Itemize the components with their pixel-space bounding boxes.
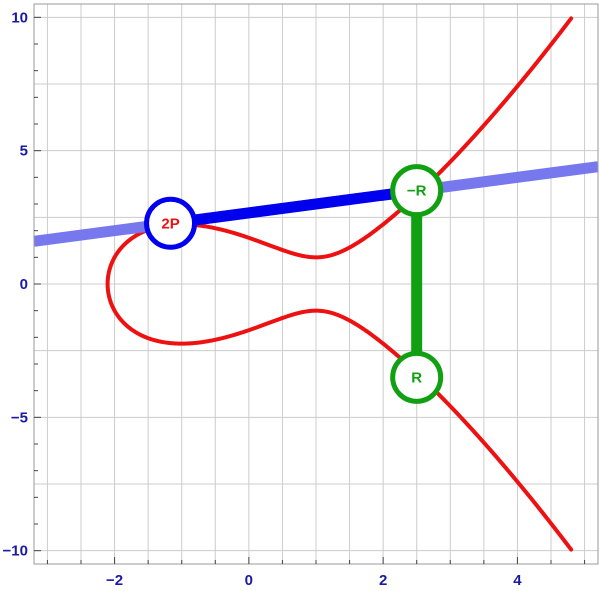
x-tick-label: 2	[379, 572, 387, 589]
point-label: −R	[407, 183, 427, 200]
x-tick-label: −2	[106, 572, 123, 589]
point-circle	[390, 350, 444, 404]
point-marker: −R	[390, 164, 444, 218]
line-layer	[33, 161, 599, 378]
point-label: R	[411, 369, 422, 386]
point-circle	[144, 196, 198, 250]
x-tick-label: 0	[245, 572, 253, 589]
x-tick-label: 4	[513, 572, 522, 589]
y-tick-label: −10	[3, 543, 28, 560]
point-circle	[390, 164, 444, 218]
y-tick-label: −5	[11, 409, 28, 426]
curve-layer	[105, 16, 574, 552]
y-tick-label: 10	[11, 9, 28, 26]
elliptic-curve	[105, 16, 574, 552]
point-marker: R	[390, 350, 444, 404]
point-label: 2P	[161, 215, 179, 232]
point-layer: 2P −R R	[144, 164, 444, 404]
chord-segment	[169, 185, 418, 229]
y-tick-label: 5	[20, 143, 28, 160]
y-tick-label: 0	[20, 276, 28, 293]
axis-layer: −2 0 2 4 −10 −5 0 5 10	[3, 3, 599, 589]
point-marker: 2P	[144, 196, 198, 250]
grid-lines	[34, 4, 598, 564]
